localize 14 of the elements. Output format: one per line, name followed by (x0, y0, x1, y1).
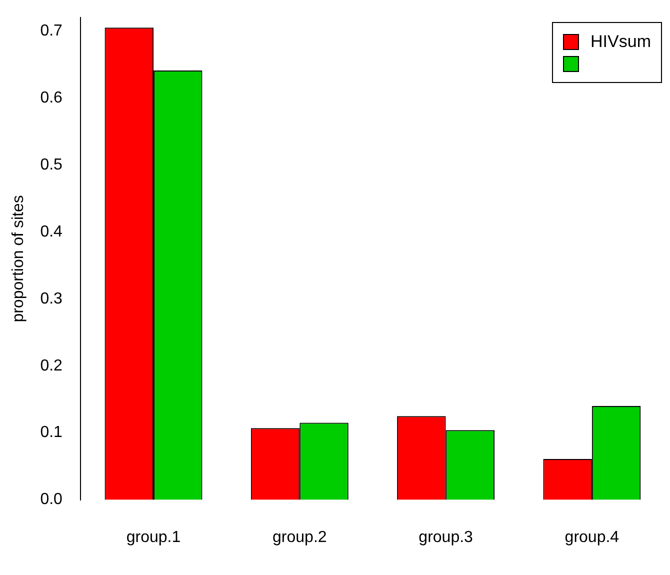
y-tick-label: 0.3 (40, 290, 63, 308)
x-tick-label: group.2 (272, 528, 327, 546)
legend-label: HIVsum (590, 32, 651, 52)
x-tick-label: group.3 (418, 528, 474, 546)
y-tick-label: 0.2 (40, 357, 63, 374)
y-tick-label: 0.0 (40, 491, 63, 508)
y-axis-title: proportion of sites (10, 195, 28, 322)
y-tick-label: 0.7 (40, 22, 63, 40)
y-tick-label: 0.6 (40, 89, 63, 106)
x-tick-label: group.4 (564, 528, 620, 546)
x-tick-label: group.1 (126, 528, 181, 546)
y-tick-label: 0.4 (40, 223, 63, 240)
y-tick-label: 0.5 (40, 156, 63, 174)
y-tick-label: 0.1 (40, 424, 63, 442)
